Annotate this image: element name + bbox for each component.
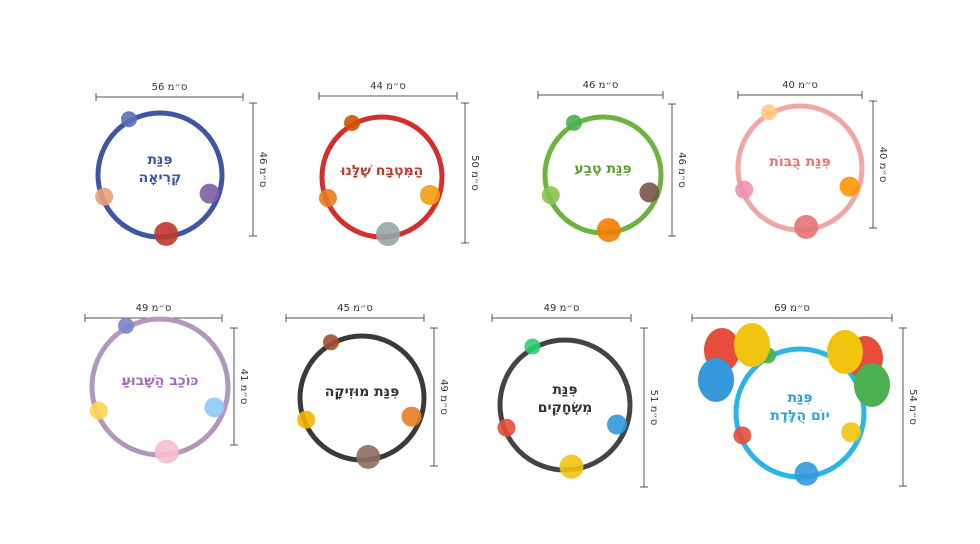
balloon bbox=[698, 358, 734, 402]
width-label: 56 ס״מ bbox=[152, 82, 188, 93]
decoration bbox=[199, 183, 220, 204]
decoration bbox=[121, 111, 137, 128]
height-label: 46 ס״מ bbox=[257, 152, 268, 188]
decoration bbox=[89, 401, 108, 420]
height-label: 40 ס״מ bbox=[877, 147, 888, 183]
sign-title: פִּנַּת מוּזִיקָה bbox=[325, 384, 400, 400]
sign-title: פִּנַּת טֶבַע bbox=[574, 161, 631, 177]
decoration bbox=[596, 218, 621, 243]
balloon bbox=[854, 363, 890, 407]
sign-title: פִּנַּת בֻּבּוֹת bbox=[769, 154, 830, 170]
decoration bbox=[323, 334, 339, 351]
decoration bbox=[319, 189, 337, 207]
decoration bbox=[559, 454, 584, 479]
balloon bbox=[734, 323, 770, 367]
decoration bbox=[794, 214, 819, 239]
decoration bbox=[794, 461, 819, 486]
decoration bbox=[297, 410, 316, 429]
decoration bbox=[607, 414, 627, 435]
width-label: 44 ס״מ bbox=[370, 81, 406, 92]
decoration bbox=[344, 115, 360, 131]
decoration bbox=[401, 406, 422, 427]
sign: 44 ס״מ 50 ס״מ הַמִּטְבָּח שֶׁלָּנוּ bbox=[318, 81, 480, 246]
height-label: 49 ס״מ bbox=[438, 379, 449, 415]
decoration bbox=[541, 186, 560, 205]
width-label: 46 ס״מ bbox=[583, 80, 619, 91]
decoration bbox=[154, 439, 179, 464]
width-label: 49 ס״מ bbox=[544, 303, 580, 314]
height-label: 51 ס״מ bbox=[648, 390, 659, 426]
decoration bbox=[118, 317, 134, 334]
sign-title: פִּנַּת bbox=[147, 152, 172, 168]
decoration bbox=[841, 422, 862, 443]
decoration bbox=[761, 104, 777, 121]
decoration bbox=[839, 176, 860, 197]
width-label: 69 ס״מ bbox=[774, 303, 810, 314]
decoration bbox=[566, 114, 582, 131]
decoration bbox=[95, 187, 114, 206]
sign: 46 ס״מ 46 ס״מ פִּנַּת טֶבַע bbox=[537, 80, 687, 243]
decoration bbox=[356, 444, 381, 469]
sign-title: יוֹם הֻלֶּדֶת bbox=[770, 408, 829, 424]
sign-title: הַמִּטְבָּח שֶׁלָּנוּ bbox=[340, 163, 423, 179]
decoration bbox=[735, 180, 754, 199]
width-label: 49 ס״מ bbox=[136, 303, 172, 314]
sign: 45 ס״מ 49 ס״מ פִּנַּת מוּזִיקָה bbox=[285, 303, 449, 469]
sign-title: קְרִיאָה bbox=[139, 170, 182, 186]
decoration bbox=[154, 221, 179, 246]
sign: 40 ס״מ 40 ס״מ פִּנַּת בֻּבּוֹת bbox=[735, 80, 888, 239]
sign: 56 ס״מ 46 ס״מ פִּנַּת קְרִיאָה bbox=[95, 82, 268, 246]
decoration bbox=[376, 222, 400, 246]
sign: 49 ס״מ 41 ס״מ כּוֹכַב הַשָּׁבוּעַ bbox=[84, 303, 249, 464]
decoration bbox=[497, 418, 516, 437]
decoration bbox=[204, 397, 225, 418]
sign: 49 ס״מ 51 ס״מ פִּנַּת מִשְׂחָקִים bbox=[491, 303, 659, 488]
balloon bbox=[827, 330, 863, 374]
height-label: 50 ס״מ bbox=[469, 155, 480, 191]
sign: 69 ס״מ 54 ס״מ פִּנַּת יוֹם הֻלֶּדֶת bbox=[691, 303, 918, 487]
decoration bbox=[639, 182, 660, 203]
width-label: 40 ס״מ bbox=[782, 80, 818, 91]
sign-title: פִּנַּת bbox=[787, 390, 812, 406]
decoration bbox=[733, 426, 752, 445]
sign-title: פִּנַּת bbox=[552, 382, 577, 398]
sign-title: מִשְׂחָקִים bbox=[538, 400, 593, 416]
height-label: 46 ס״מ bbox=[676, 152, 687, 188]
width-label: 45 ס״מ bbox=[337, 303, 373, 314]
height-label: 41 ס״מ bbox=[238, 369, 249, 405]
decoration bbox=[524, 338, 541, 355]
height-label: 54 ס״מ bbox=[907, 389, 918, 425]
sign-title: כּוֹכַב הַשָּׁבוּעַ bbox=[122, 373, 199, 389]
decoration bbox=[420, 185, 440, 205]
